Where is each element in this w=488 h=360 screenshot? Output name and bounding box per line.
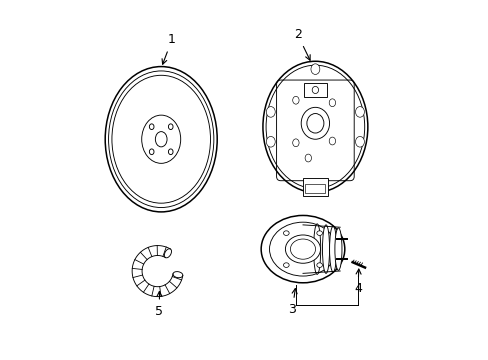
Ellipse shape: [283, 263, 288, 267]
Ellipse shape: [306, 113, 323, 133]
Ellipse shape: [310, 179, 319, 190]
Ellipse shape: [285, 235, 320, 263]
Text: 5: 5: [155, 291, 163, 318]
Ellipse shape: [305, 154, 311, 162]
Ellipse shape: [292, 96, 299, 104]
Ellipse shape: [355, 107, 364, 117]
Ellipse shape: [322, 225, 329, 273]
Text: 4: 4: [353, 269, 361, 295]
Ellipse shape: [155, 132, 167, 147]
Ellipse shape: [313, 224, 320, 274]
Ellipse shape: [168, 149, 173, 154]
Ellipse shape: [316, 263, 322, 267]
Text: 2: 2: [293, 28, 309, 60]
Ellipse shape: [328, 99, 335, 107]
Ellipse shape: [173, 271, 183, 278]
Bar: [302, 178, 327, 196]
Ellipse shape: [168, 124, 173, 130]
Ellipse shape: [328, 137, 335, 145]
Ellipse shape: [355, 136, 364, 147]
Ellipse shape: [149, 124, 154, 130]
Ellipse shape: [292, 139, 299, 147]
Ellipse shape: [311, 86, 318, 94]
Ellipse shape: [266, 107, 275, 117]
Ellipse shape: [164, 249, 171, 258]
Text: 3: 3: [288, 289, 297, 316]
Ellipse shape: [316, 231, 322, 235]
Ellipse shape: [261, 215, 344, 283]
Ellipse shape: [310, 64, 319, 75]
Ellipse shape: [334, 228, 341, 270]
Ellipse shape: [290, 239, 315, 259]
Ellipse shape: [329, 226, 336, 272]
Ellipse shape: [266, 136, 275, 147]
Ellipse shape: [283, 231, 288, 235]
Text: 1: 1: [162, 33, 175, 64]
Bar: [303, 83, 326, 97]
Ellipse shape: [149, 149, 154, 154]
Bar: [305, 184, 325, 193]
